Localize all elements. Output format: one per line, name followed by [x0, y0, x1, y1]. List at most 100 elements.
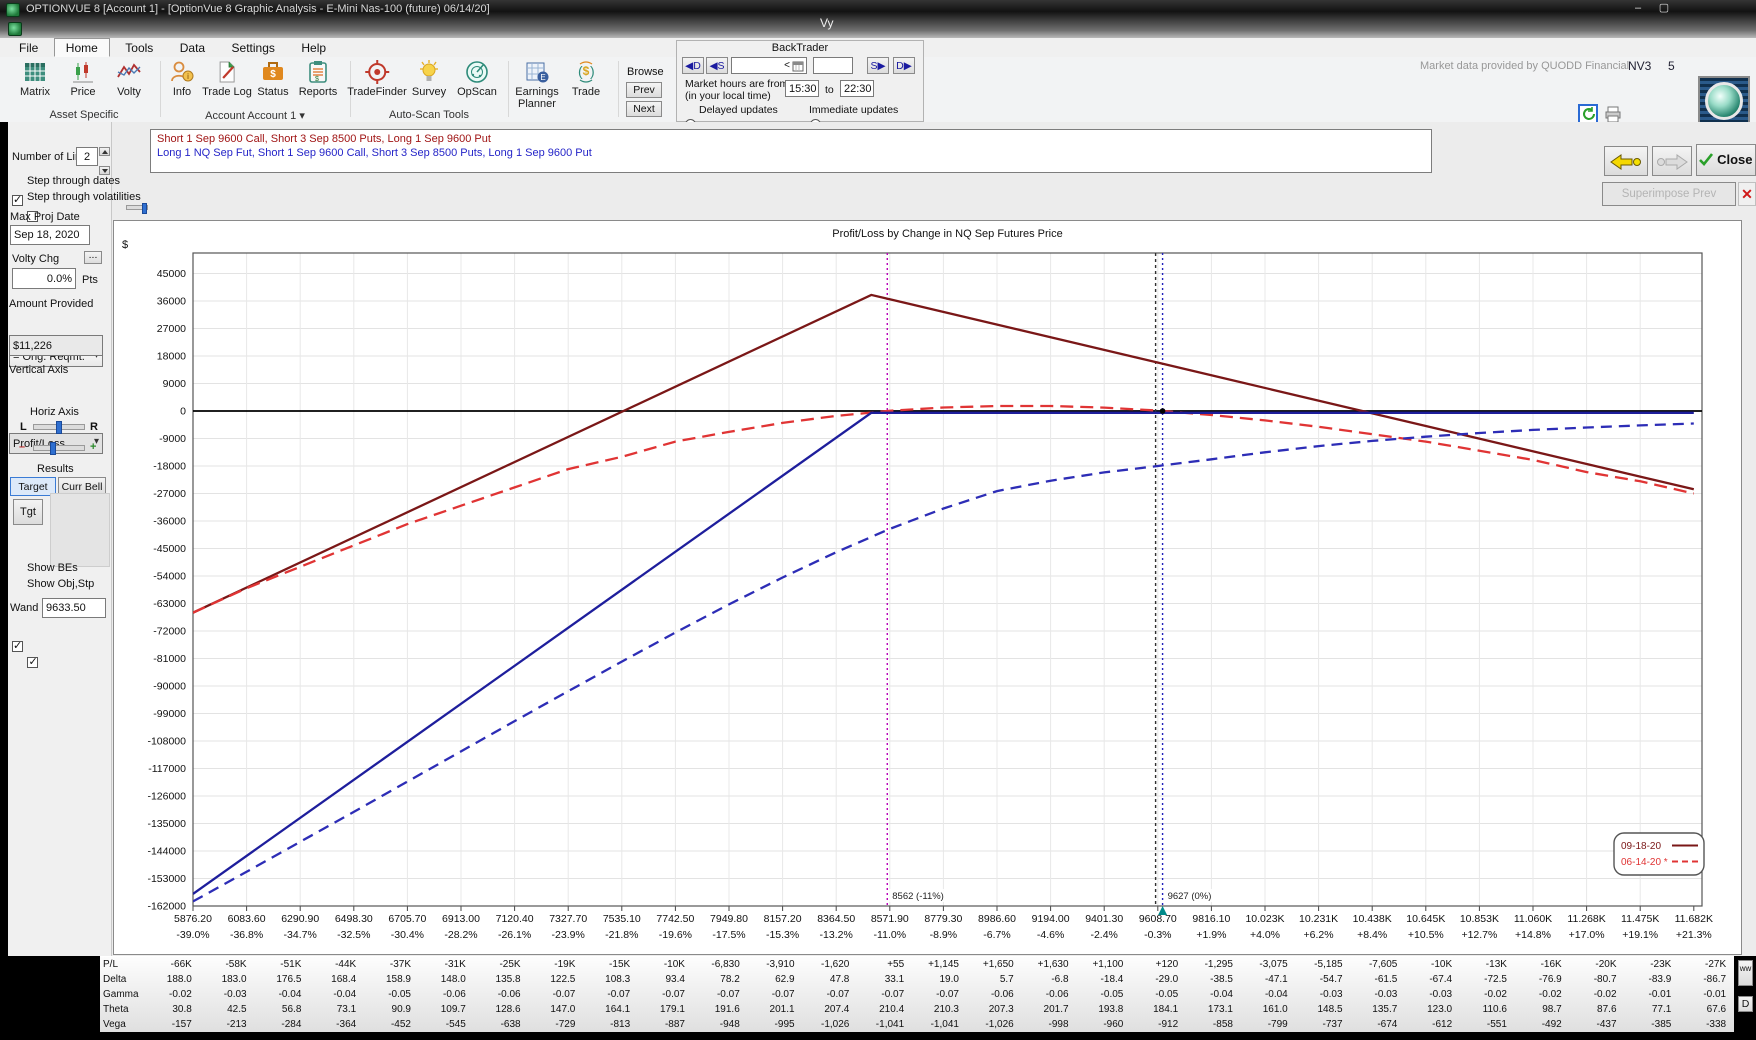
table-dollars-button[interactable]: D: [1738, 996, 1753, 1012]
backtrader-day-fwd-button[interactable]: D▶: [893, 57, 915, 74]
x-tick-percent-label: -13.2%: [820, 929, 853, 941]
x-tick-percent-label: -28.2%: [444, 929, 477, 941]
step-dates-checkbox[interactable]: [12, 193, 23, 206]
lines-spinner-down[interactable]: [99, 166, 110, 175]
group-label-asset-specific: Asset Specific: [49, 109, 119, 121]
wand-label: Wand: [10, 602, 39, 614]
greeks-row-label: Gamma: [103, 989, 139, 1000]
greeks-cell: -58K: [225, 959, 247, 970]
price-button[interactable]: Price: [63, 59, 103, 98]
greeks-cell: -86.7: [1703, 974, 1727, 985]
backtrader-day-back-button[interactable]: ◀D: [682, 57, 704, 74]
greeks-cell: -638: [500, 1019, 521, 1030]
greeks-cell: -338: [1706, 1019, 1727, 1030]
step-vols-checkbox[interactable]: [27, 211, 39, 222]
greeks-cell: 176.5: [276, 974, 302, 985]
info-button[interactable]: i Info: [162, 59, 202, 98]
date-step-slider-thumb[interactable]: [142, 203, 147, 214]
earnings-planner-button[interactable]: E Earnings Planner: [510, 59, 564, 110]
horiz-axis-position-thumb[interactable]: [56, 421, 62, 434]
group-label-account[interactable]: Account Account 1 ▾: [205, 110, 305, 122]
volty-chg-more-button[interactable]: ...: [84, 250, 102, 264]
volty-button[interactable]: Volty: [109, 59, 149, 98]
backtrader-date-input[interactable]: <: [731, 57, 807, 74]
trade-log-button[interactable]: Trade Log: [202, 59, 252, 98]
close-button[interactable]: Close: [1696, 144, 1756, 176]
calendar-icon[interactable]: [792, 60, 804, 72]
x-tick-percent-label: -11.0%: [874, 929, 907, 941]
y-tick-label: 27000: [157, 323, 186, 335]
backtrader-step-fwd-button[interactable]: S▶: [867, 57, 889, 74]
menu-tools[interactable]: Tools: [125, 41, 154, 55]
menu-home[interactable]: Home: [53, 38, 110, 57]
reports-button[interactable]: $ Reports: [298, 59, 338, 98]
greeks-cell: -10K: [1431, 959, 1453, 970]
strategy-line-2[interactable]: Long 1 NQ Sep Fut, Short 1 Sep 9600 Call…: [157, 147, 592, 159]
browse-prev-button[interactable]: Prev: [626, 82, 662, 98]
results-target-button[interactable]: Target: [10, 477, 56, 496]
x-tick-percent-label: +14.8%: [1515, 929, 1551, 941]
market-open-input[interactable]: 15:30: [785, 80, 819, 97]
menu-settings[interactable]: Settings: [231, 41, 275, 55]
survey-button[interactable]: Survey: [409, 59, 449, 98]
strategy-line-1[interactable]: Short 1 Sep 9600 Call, Short 3 Sep 8500 …: [157, 133, 491, 145]
tradefinder-button[interactable]: TradeFinder: [347, 59, 407, 98]
show-obj-stp-checkbox[interactable]: [27, 655, 39, 668]
tgt-button[interactable]: Tgt: [13, 499, 43, 525]
x-tick-price-label: 7949.80: [710, 913, 748, 925]
greeks-cell: -998: [1048, 1019, 1069, 1030]
greeks-cell: -995: [774, 1019, 795, 1030]
matrix-button[interactable]: Matrix: [15, 59, 55, 98]
x-tick-price-label: 10.023K: [1245, 913, 1284, 925]
print-button[interactable]: [1604, 106, 1622, 123]
greeks-cell: -0.05: [388, 989, 411, 1000]
greeks-cell: -6,830: [711, 959, 740, 970]
greeks-cell: -0.02: [1538, 989, 1562, 1000]
wand-marker[interactable]: [1158, 906, 1168, 915]
greeks-cell: 93.4: [665, 974, 685, 985]
greeks-cell: -0.06: [442, 989, 466, 1000]
menu-file[interactable]: File: [19, 41, 39, 55]
y-tick-label: -117000: [148, 763, 186, 775]
wand-input[interactable]: 9633.50: [42, 598, 106, 618]
opscan-button[interactable]: OpScan: [457, 59, 497, 98]
status-button[interactable]: $ Status: [253, 59, 293, 98]
lines-spinner-up[interactable]: [99, 147, 110, 156]
backtrader-value-input[interactable]: [813, 57, 853, 74]
browse-next-button[interactable]: Next: [626, 101, 662, 117]
number-of-lines-input[interactable]: 2: [76, 147, 98, 166]
horiz-axis-position-slider[interactable]: [33, 421, 85, 434]
max-proj-date-input[interactable]: Sep 18, 2020: [10, 225, 90, 245]
date-decrement[interactable]: <: [784, 60, 790, 71]
results-curr-bell-button[interactable]: Curr Bell: [58, 477, 106, 496]
table-rows-button[interactable]: ww: [1738, 960, 1753, 986]
horiz-axis-zoom-slider[interactable]: [33, 442, 85, 455]
back-button[interactable]: [1604, 146, 1648, 176]
date-step-slider[interactable]: [126, 203, 148, 214]
show-bes-checkbox[interactable]: [12, 639, 23, 652]
volty-chg-input[interactable]: 0.0%: [12, 268, 76, 289]
x-tick-percent-label: -8.9%: [930, 929, 957, 941]
backtrader-step-back-button[interactable]: ◀S: [706, 57, 728, 74]
close-graph-button[interactable]: ✕: [1738, 182, 1756, 206]
greeks-cell: -0.03: [1429, 989, 1453, 1000]
y-tick-label: -63000: [153, 598, 186, 610]
tradefinder-target-icon: [364, 60, 389, 84]
ribbon-separator: [160, 61, 161, 117]
forward-button[interactable]: [1652, 146, 1692, 176]
menu-help[interactable]: Help: [301, 41, 327, 55]
trade-button[interactable]: ($) Trade: [566, 59, 606, 98]
strategy-list-box[interactable]: Short 1 Sep 9600 Call, Short 3 Sep 8500 …: [150, 129, 1432, 173]
number-of-lines-label: Number of Lines: [12, 151, 93, 163]
y-tick-label: -27000: [153, 488, 186, 500]
menu-data[interactable]: Data: [179, 41, 206, 55]
superimpose-prev-button[interactable]: Superimpose Prev: [1602, 182, 1736, 206]
minimize-button[interactable]: –: [1634, 2, 1642, 14]
maximize-button[interactable]: ▢: [1658, 2, 1670, 14]
greeks-cell: -3,910: [766, 959, 795, 970]
greeks-cell: 30.8: [172, 1004, 192, 1015]
horiz-axis-zoom-thumb[interactable]: [50, 442, 56, 455]
profit-loss-chart[interactable]: 45000 36000 27000 18000 9000 0 -9000 -18000 -270…: [114, 221, 1741, 954]
refresh-button[interactable]: [1578, 104, 1598, 124]
market-close-input[interactable]: 22:30: [840, 80, 874, 97]
